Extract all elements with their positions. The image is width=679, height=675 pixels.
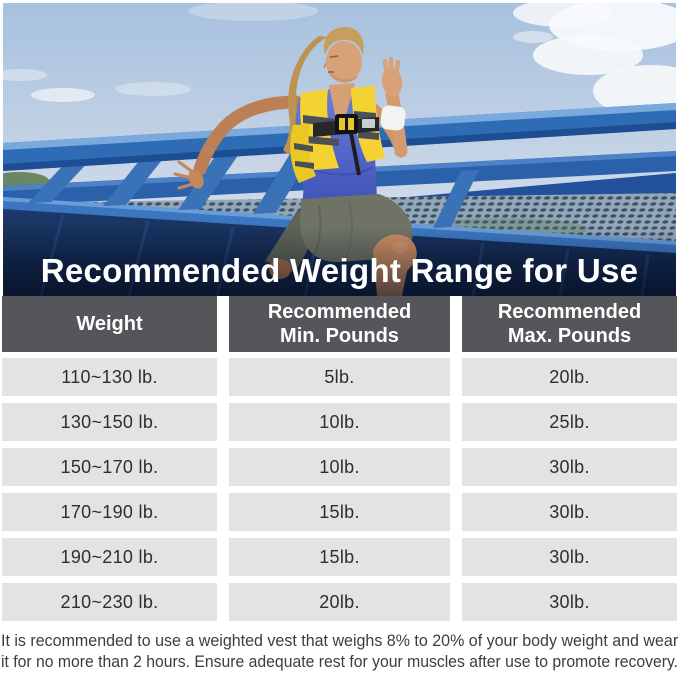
weight-cell: 190~210 lb. bbox=[2, 538, 217, 576]
min-pounds-cell: 10lb. bbox=[229, 448, 450, 486]
max-pounds-cell: 30lb. bbox=[462, 493, 677, 531]
wristband bbox=[380, 105, 406, 131]
footnote-line-2: it for no more than 2 hours. Ensure adeq… bbox=[1, 652, 679, 671]
weight-cell: 130~150 lb. bbox=[2, 403, 217, 441]
min-pounds-cell: 15lb. bbox=[229, 538, 450, 576]
column-header-weight: Weight bbox=[2, 296, 217, 352]
table-body: 110~130 lb. 5lb. 20lb. 130~150 lb. 10lb.… bbox=[2, 358, 677, 621]
runner-bridge-illustration bbox=[3, 3, 676, 296]
head bbox=[323, 27, 364, 83]
column-header-label: Weight bbox=[76, 313, 143, 335]
weight-cell: 210~230 lb. bbox=[2, 583, 217, 621]
column-header-label-line1: Recommended bbox=[267, 301, 412, 323]
max-pounds-cell: 30lb. bbox=[462, 448, 677, 486]
min-pounds-cell: 5lb. bbox=[229, 358, 450, 396]
max-pounds-cell: 20lb. bbox=[462, 358, 677, 396]
footnote-line-1: It is recommended to use a weighted vest… bbox=[1, 631, 679, 650]
back-arm bbox=[193, 95, 303, 176]
product-photo: Recommended Weight Range for Use bbox=[3, 3, 676, 296]
column-header-max-pounds: Recommended Max. Pounds bbox=[462, 296, 677, 352]
min-pounds-cell: 15lb. bbox=[229, 493, 450, 531]
weighted-vest bbox=[290, 86, 385, 183]
column-header-label-line2: Min. Pounds bbox=[280, 325, 399, 347]
max-pounds-cell: 30lb. bbox=[462, 538, 677, 576]
weight-cell: 110~130 lb. bbox=[2, 358, 217, 396]
column-header-label-line2: Max. Pounds bbox=[507, 325, 632, 347]
max-pounds-cell: 25lb. bbox=[462, 403, 677, 441]
min-pounds-cell: 10lb. bbox=[229, 403, 450, 441]
footnote: It is recommended to use a weighted vest… bbox=[1, 630, 678, 672]
weight-cell: 150~170 lb. bbox=[2, 448, 217, 486]
column-header-label-line1: Recommended bbox=[497, 301, 642, 323]
max-pounds-cell: 30lb. bbox=[462, 583, 677, 621]
column-header-min-pounds: Recommended Min. Pounds bbox=[229, 296, 450, 352]
weight-cell: 170~190 lb. bbox=[2, 493, 217, 531]
page-title: Recommended Weight Range for Use bbox=[40, 252, 639, 289]
table-header: Weight Recommended Min. Pounds Recommend… bbox=[2, 296, 677, 352]
min-pounds-cell: 20lb. bbox=[229, 583, 450, 621]
